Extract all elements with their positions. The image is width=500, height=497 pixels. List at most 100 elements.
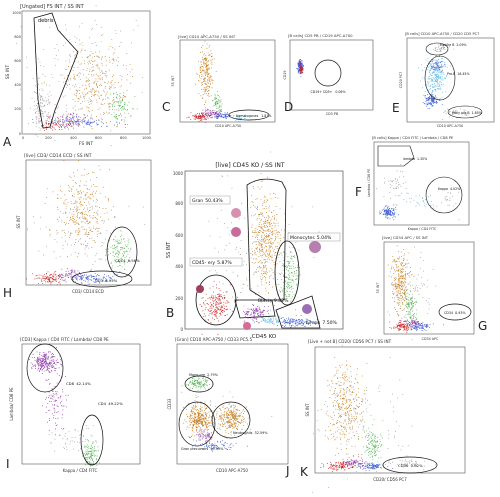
event-dot: [39, 112, 40, 114]
event-dot: [214, 310, 215, 312]
panel-e-x-label: CD10 APC-A750: [437, 124, 463, 128]
event-dot: [199, 114, 201, 116]
event-dot: [298, 63, 299, 64]
event-dot: [289, 319, 291, 321]
event-dot: [264, 306, 265, 308]
event-dot: [290, 286, 292, 288]
event-dot: [238, 218, 240, 220]
event-dot: [221, 116, 223, 117]
event-dot: [451, 114, 453, 115]
event-dot: [97, 56, 99, 57]
event-dot: [391, 284, 393, 286]
event-dot: [404, 271, 406, 272]
event-dot: [83, 126, 85, 128]
event-dot: [80, 276, 81, 278]
event-dot: [295, 275, 297, 277]
event-dot: [55, 271, 57, 272]
event-dot: [218, 296, 220, 298]
event-dot: [269, 193, 271, 195]
event-dot: [78, 217, 80, 219]
event-dot: [112, 105, 113, 107]
event-dot: [286, 296, 287, 298]
event-dot: [104, 56, 106, 57]
event-dot: [112, 100, 114, 102]
event-dot: [266, 208, 268, 210]
event-dot: [213, 114, 215, 115]
event-dot: [287, 287, 289, 289]
event-dot: [251, 195, 252, 196]
event-dot: [401, 269, 403, 270]
event-dot: [265, 273, 266, 274]
event-dot: [398, 276, 399, 278]
event-dot: [264, 202, 266, 203]
event-dot: [213, 303, 214, 304]
event-dot: [268, 313, 269, 315]
event-dot: [56, 284, 58, 286]
event-dot: [80, 275, 82, 277]
event-dot: [124, 102, 126, 103]
event-dot: [413, 288, 415, 289]
event-dot: [38, 58, 39, 60]
event-dot: [42, 105, 44, 107]
event-dot: [83, 121, 85, 123]
event-dot: [427, 104, 429, 106]
event-dot: [72, 278, 73, 280]
event-dot: [219, 115, 220, 117]
event-dot: [41, 103, 43, 105]
event-dot: [204, 118, 206, 120]
event-dot: [289, 278, 291, 280]
event-dot: [396, 294, 398, 296]
event-dot: [256, 217, 258, 219]
event-dot: [70, 254, 72, 256]
event-dot: [252, 310, 253, 312]
event-dot: [399, 195, 401, 196]
event-dot: [201, 116, 203, 118]
event-dot: [424, 96, 426, 98]
event-dot: [125, 250, 127, 252]
event-dot: [400, 264, 402, 265]
event-dot: [298, 320, 300, 322]
event-dot: [383, 210, 385, 211]
event-dot: [278, 237, 280, 239]
event-dot: [260, 227, 262, 229]
event-dot: [402, 285, 403, 286]
event-dot: [263, 230, 264, 232]
event-dot: [106, 93, 107, 95]
event-dot: [86, 188, 88, 190]
event-dot: [399, 282, 401, 283]
event-dot: [300, 323, 302, 325]
event-dot: [219, 116, 221, 117]
event-dot: [437, 60, 439, 61]
event-dot: [109, 105, 110, 107]
event-dot: [228, 242, 230, 244]
event-dot: [113, 239, 115, 240]
event-dot: [116, 101, 118, 103]
event-dot: [275, 238, 276, 239]
event-dot: [413, 303, 415, 305]
event-dot: [224, 297, 226, 298]
event-dot: [71, 216, 73, 217]
event-dot: [73, 73, 75, 75]
event-dot: [398, 184, 399, 186]
event-dot: [213, 314, 215, 316]
event-dot: [438, 61, 439, 63]
event-dot: [455, 111, 457, 113]
event-dot: [268, 245, 270, 247]
event-dot: [257, 262, 259, 263]
event-dot: [394, 271, 396, 273]
event-dot: [112, 53, 114, 55]
event-dot: [92, 88, 94, 90]
event-dot: [424, 205, 425, 207]
event-dot: [73, 113, 75, 115]
event-dot: [431, 59, 433, 61]
event-dot: [434, 98, 436, 100]
event-dot: [85, 198, 87, 200]
event-dot: [269, 282, 270, 283]
event-dot: [400, 251, 402, 253]
event-dot: [90, 228, 92, 230]
event-dot: [45, 97, 47, 99]
event-dot: [115, 262, 117, 263]
event-dot: [203, 313, 205, 315]
event-dot: [80, 73, 82, 75]
event-dot: [404, 253, 405, 255]
